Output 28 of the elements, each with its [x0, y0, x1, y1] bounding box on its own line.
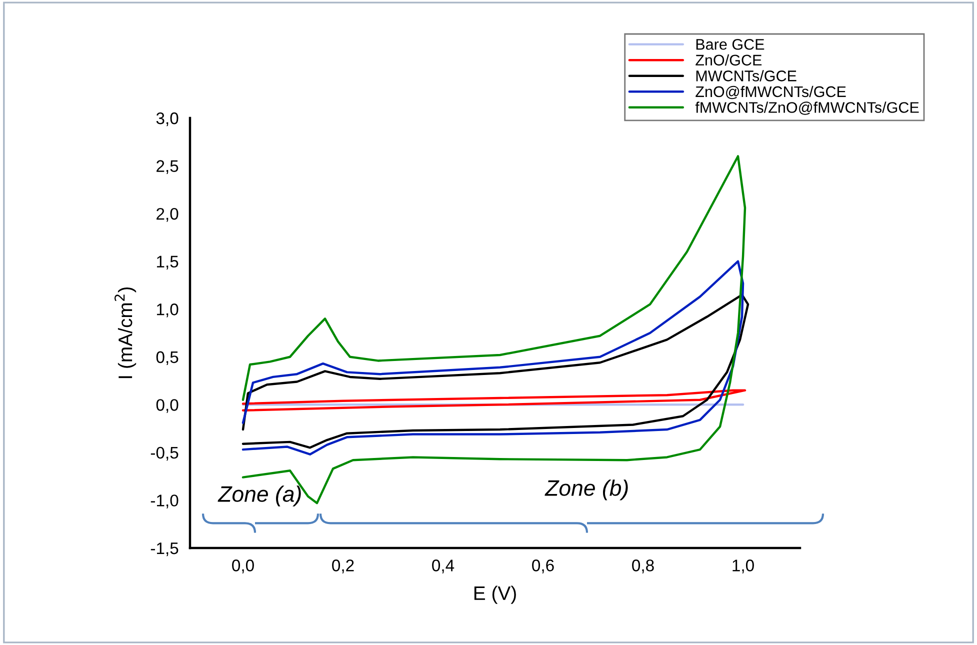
y-tick-label: 3,0 — [156, 112, 178, 126]
line-series — [242, 389, 746, 412]
y-tick-label: 2,5 — [156, 160, 178, 174]
y-tick-label: -1,0 — [150, 494, 178, 508]
legend-label: Bare GCE — [696, 38, 764, 50]
annotation: Zone (b) — [544, 480, 628, 500]
y-tick-label: 1,0 — [156, 304, 178, 318]
x-tick-label: 0,6 — [532, 560, 554, 574]
y-tick-label: -1,5 — [150, 542, 178, 556]
legend-label: ZnO/GCE — [696, 54, 762, 66]
y-tick-label: 0,0 — [156, 399, 178, 413]
x-axis-title: E (V) — [474, 586, 516, 604]
legend-label: MWCNTs/GCE — [696, 70, 796, 82]
y-tick-label: 1,5 — [156, 256, 178, 270]
y-tick-label: 2,0 — [156, 208, 178, 222]
line-series — [242, 294, 750, 449]
x-tick-label: 0,0 — [232, 560, 254, 574]
legend-label: fMWCNTs/ZnO@fMWCNTs/GCE — [695, 102, 919, 115]
legend-label: ZnO@fMWCNTs/GCE — [696, 86, 846, 100]
y-axis-title: I (mA/cm$^{2}$) — [114, 287, 136, 378]
x-tick-label: 1,0 — [732, 560, 754, 574]
x-tick-label: 0,4 — [432, 560, 454, 574]
x-tick-label: 0,2 — [332, 560, 354, 574]
y-tick-label: -0,5 — [150, 446, 178, 461]
line-series — [242, 260, 744, 456]
y-tick-label: 0,5 — [156, 351, 178, 366]
annotation: Zone (a) — [218, 486, 301, 506]
x-tick-label: 0,8 — [632, 560, 654, 574]
